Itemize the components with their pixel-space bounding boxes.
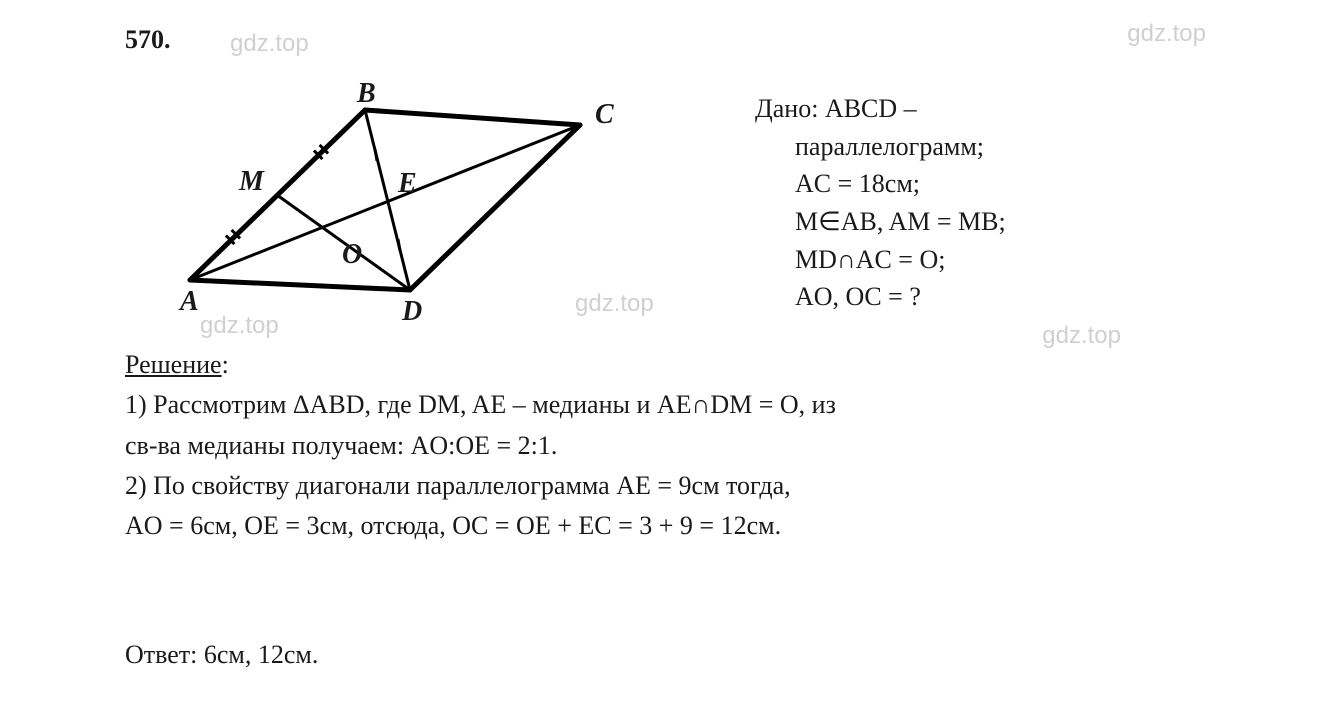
vertex-label-D: D [402,296,422,328]
parallelogram-figure [135,85,635,315]
vertex-label-M: M [239,166,264,198]
vertex-label-A: A [180,286,199,318]
diagram: ABCDMEO [135,85,635,315]
top-section: ABCDMEO Дано: ABCD – параллелограмм; AC … [135,85,1211,316]
solution-line: св-ва медианы получаем: AO:OE = 2:1. [125,426,1211,466]
given-line: Дано: ABCD – [755,90,1006,128]
answer-text: 6см, 12см. [204,640,319,669]
solution-line: 1) Рассмотрим ΔABD, где DM, AE – медианы… [125,385,1211,425]
given-text: параллелограмм; [755,128,1006,166]
given-text: AO, OC = ? [755,278,1006,316]
problem-number: 570. [125,25,171,55]
given-block: Дано: ABCD – параллелограмм; AC = 18см; … [755,85,1006,316]
given-title: Дано: [755,94,818,123]
solution-line: AO = 6см, OE = 3см, отсюда, OC = OE + EC… [125,506,1211,546]
vertex-label-E: E [398,168,417,200]
solution-line: 2) По свойству диагонали параллелограмма… [125,466,1211,506]
vertex-label-O: O [342,239,362,271]
given-text: ABCD – [825,94,917,123]
solution-title: Решение [125,350,222,379]
answer-block: Ответ: 6см, 12см. [125,640,318,670]
watermark: gdz.top [200,312,279,340]
vertex-label-C: C [595,99,614,131]
given-text: M∈AB, AM = MB; [755,203,1006,241]
watermark: gdz.top [230,30,309,58]
colon: : [222,350,229,379]
answer-label: Ответ: [125,640,197,669]
vertex-label-B: B [357,78,376,110]
given-text: AC = 18см; [755,165,1006,203]
given-text: MD∩AC = O; [755,241,1006,279]
watermark: gdz.top [1127,20,1206,48]
solution-block: Решение: 1) Рассмотрим ΔABD, где DM, AE … [125,345,1211,546]
solution-title-line: Решение: [125,345,1211,385]
